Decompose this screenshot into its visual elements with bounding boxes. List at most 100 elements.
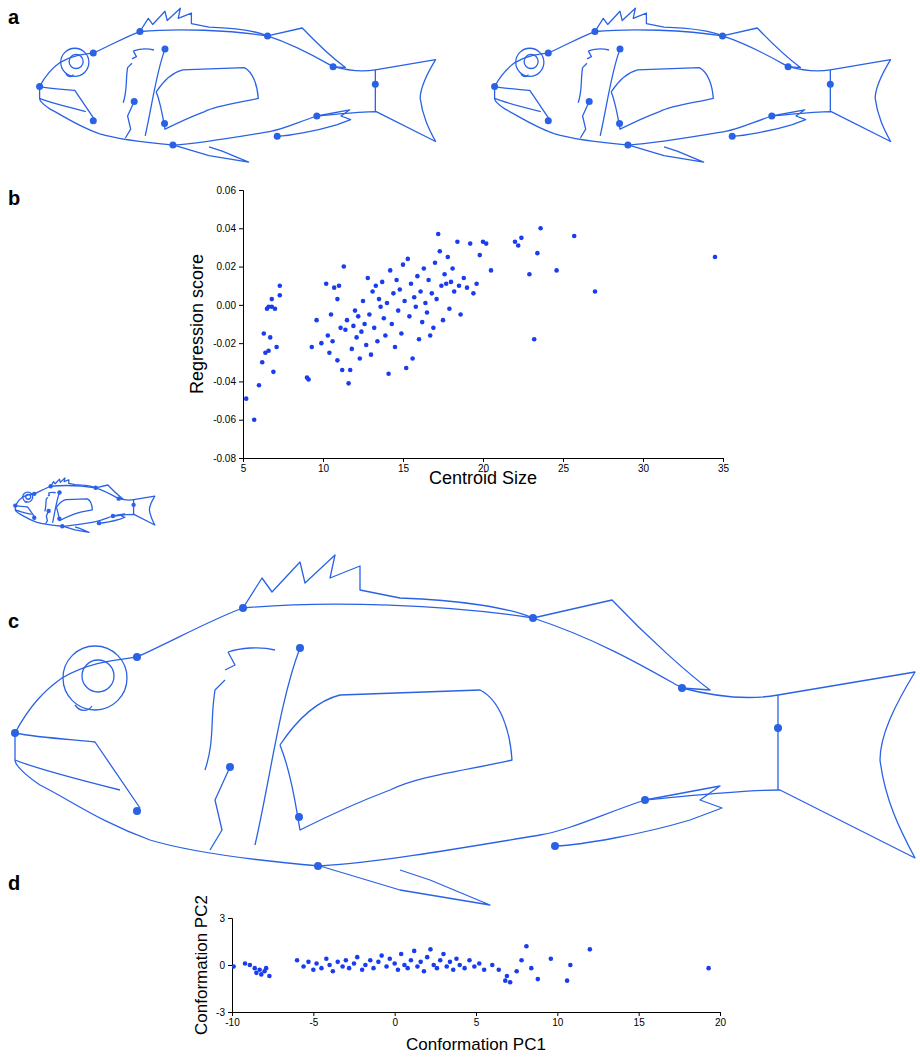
landmark [131,98,138,105]
point [536,977,541,982]
point [706,966,711,971]
point [388,268,393,273]
landmark [133,653,141,661]
tick: -0.04 [213,376,243,387]
tick-mark [323,458,324,462]
tick-mark [239,190,243,191]
point [371,966,376,971]
fish-c-large [11,555,915,905]
fish-eye-inner [82,660,114,692]
x-axis-title: Conformation PC1 [406,1035,546,1054]
landmark [624,142,631,149]
point [532,337,537,342]
tick: 0 [219,960,232,971]
fish-outline [40,87,95,120]
landmark [32,492,36,496]
panel-label: d [8,872,20,894]
landmark [97,521,101,525]
point [267,974,272,979]
tick: -5 [309,1012,318,1028]
point [366,276,371,281]
point [489,268,494,273]
point [262,331,267,336]
point [565,978,570,983]
point [343,327,348,332]
landmark [274,133,281,140]
point [418,960,423,965]
landmark [133,807,141,815]
panel-label: c [8,610,19,632]
tick-label: 20 [715,1017,727,1028]
landmark [48,484,52,488]
point [376,960,381,965]
point [342,264,347,269]
point [396,967,401,972]
fish-outline [255,648,300,845]
point [428,947,433,952]
fish-eye-inner [26,494,31,499]
point [274,345,279,350]
tick: 3 [219,913,232,924]
fish-outline [15,760,120,790]
fish-outline [133,500,134,515]
point [330,339,335,344]
point [482,967,487,972]
landmark [296,644,304,652]
point [252,966,257,971]
axis-line [228,919,233,1013]
tick-label: 30 [638,463,650,474]
point [422,266,427,271]
point [327,350,332,355]
tick-label: 0 [392,1017,398,1028]
landmark [93,486,97,490]
landmark [226,763,234,771]
point [314,318,319,323]
tick: 5 [241,458,247,474]
point [301,964,306,969]
point [438,249,443,254]
tick: 15 [634,1012,646,1028]
fish-outline [40,98,86,111]
fish-outline [140,8,268,36]
point [324,282,329,287]
point [399,952,404,957]
fish-outline [51,478,96,488]
fish-outline [15,604,915,866]
fish-outline [210,767,230,850]
point [513,239,518,244]
point [257,967,262,972]
fish-outline [533,600,710,690]
fish-outline [40,30,436,145]
point [368,958,373,963]
fish-a-right [491,8,890,162]
y-axis-title: Regression score [187,254,207,394]
landmark [785,63,792,70]
point [516,243,521,248]
fish-outline [723,28,801,68]
landmark [586,98,593,105]
landmark [827,81,834,88]
point [471,291,476,296]
fish-outline [99,514,125,523]
tick: -3 [216,1007,232,1018]
point [538,226,543,231]
tick-mark [239,305,243,306]
point [465,285,470,290]
point [252,417,257,422]
point [377,297,382,302]
tick: 25 [558,458,570,474]
point [380,280,385,285]
point [524,944,529,949]
point [244,396,249,401]
tick-label: -0.04 [213,376,236,387]
panel-label: a [8,6,20,28]
tick: -0.08 [213,453,243,464]
point [425,955,430,960]
tick-mark [228,1012,232,1013]
tick: -0.06 [213,414,243,425]
point [385,301,390,306]
y-axis: 3 0 -3 [216,913,232,1018]
landmark [729,133,736,140]
point [398,287,403,292]
tick: 10 [318,458,330,474]
